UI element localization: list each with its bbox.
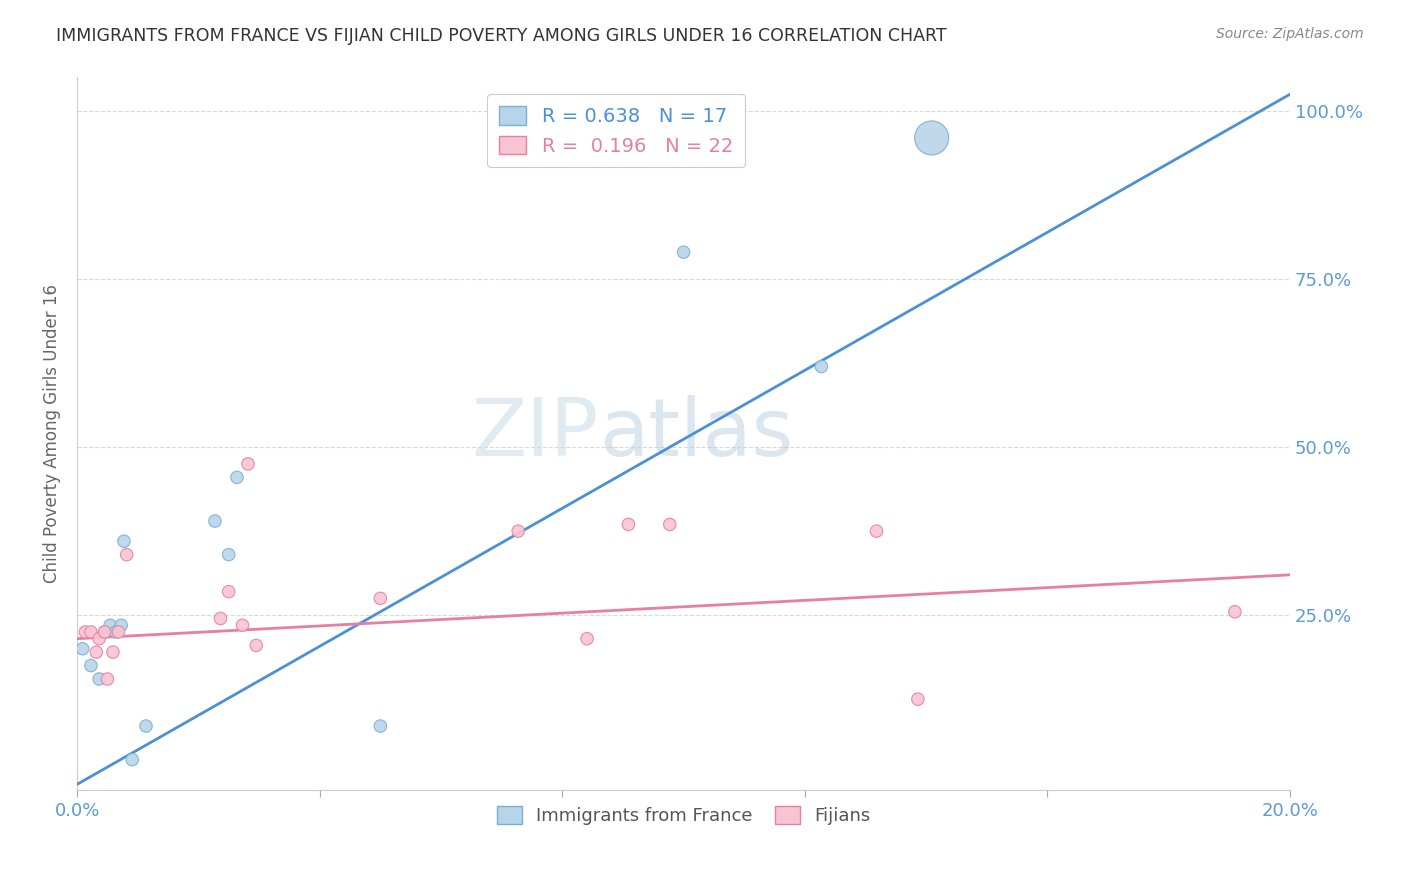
Point (370, 719, 392, 733)
Point (93, 624, 115, 639)
Legend: Immigrants from France, Fijians: Immigrants from France, Fijians (488, 797, 880, 834)
Y-axis label: Child Poverty Among Girls Under 16: Child Poverty Among Girls Under 16 (44, 285, 60, 583)
Point (89, 672, 111, 686)
Point (135, 719, 157, 733)
Point (93, 624, 115, 639)
Point (80, 624, 103, 639)
Point (226, 470, 249, 484)
Point (209, 611, 232, 625)
Point (370, 591, 392, 606)
Point (810, 359, 832, 374)
Point (75, 624, 97, 639)
Point (231, 618, 253, 632)
Point (112, 534, 135, 549)
Point (617, 517, 640, 532)
Point (508, 524, 530, 538)
Point (107, 624, 129, 639)
Point (1223, 605, 1246, 619)
Point (104, 624, 127, 639)
Point (121, 753, 143, 767)
Text: ZIP: ZIP (471, 394, 599, 473)
Point (907, 692, 929, 706)
Text: Source: ZipAtlas.com: Source: ZipAtlas.com (1216, 27, 1364, 41)
Point (245, 639, 267, 653)
Point (236, 457, 259, 471)
Text: IMMIGRANTS FROM FRANCE VS FIJIAN CHILD POVERTY AMONG GIRLS UNDER 16 CORRELATION : IMMIGRANTS FROM FRANCE VS FIJIAN CHILD P… (56, 27, 946, 45)
Point (921, 131, 943, 145)
Point (204, 514, 226, 528)
Point (218, 584, 240, 599)
Point (89, 632, 111, 646)
Point (86, 645, 108, 659)
Point (672, 245, 695, 260)
Point (80, 658, 103, 673)
Point (658, 517, 681, 532)
Point (98, 618, 121, 632)
Point (101, 645, 124, 659)
Point (96, 672, 118, 686)
Point (115, 548, 138, 562)
Point (576, 632, 599, 646)
Point (865, 524, 887, 538)
Point (72, 641, 94, 656)
Text: atlas: atlas (599, 394, 793, 473)
Point (110, 618, 132, 632)
Point (218, 548, 240, 562)
